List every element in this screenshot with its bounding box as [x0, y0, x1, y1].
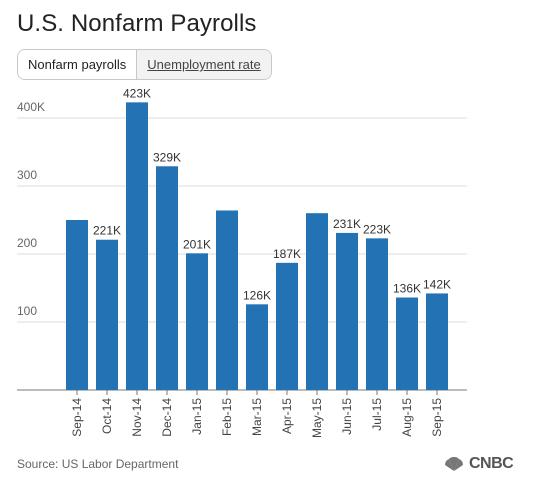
- x-tick-label: Jan-15: [190, 398, 204, 435]
- data-label: 223K: [363, 222, 391, 236]
- y-tick-label: 300: [17, 168, 37, 182]
- source-note: Source: US Labor Department: [17, 457, 179, 471]
- x-tick-label: Apr-15: [280, 398, 294, 434]
- data-label: 126K: [243, 288, 271, 302]
- bar: [396, 297, 418, 390]
- bar: [336, 232, 358, 390]
- bar: [366, 238, 388, 390]
- tab-nonfarm-payrolls[interactable]: Nonfarm payrolls: [18, 50, 137, 79]
- x-tick-label: Aug-15: [400, 398, 414, 437]
- x-tick-label: Sep-15: [430, 398, 444, 437]
- data-label: 136K: [393, 282, 421, 296]
- bar: [426, 293, 448, 390]
- bar: [186, 253, 208, 390]
- cnbc-wordmark: CNBC: [469, 455, 514, 472]
- x-tick-label: Feb-15: [220, 398, 234, 436]
- y-tick-label: 100: [17, 304, 37, 318]
- bar: [306, 213, 328, 390]
- bar: [246, 304, 268, 390]
- bar: [216, 210, 238, 390]
- x-tick-label: Oct-14: [100, 398, 114, 434]
- bar: [276, 262, 298, 390]
- x-tick-label: Mar-15: [250, 398, 264, 436]
- data-label: 423K: [123, 86, 151, 100]
- x-tick-label: Nov-14: [130, 398, 144, 437]
- data-label: 201K: [183, 237, 211, 251]
- peacock-icon: [444, 456, 464, 471]
- chart-title: U.S. Nonfarm Payrolls: [17, 10, 257, 37]
- data-label: 231K: [333, 217, 361, 231]
- y-tick-label: 400K: [17, 100, 45, 114]
- x-tick-label: Sep-14: [70, 398, 84, 437]
- x-tick-label: Jul-15: [370, 398, 384, 431]
- data-label: 329K: [153, 150, 181, 164]
- data-label: 142K: [423, 277, 451, 291]
- bar: [66, 220, 88, 390]
- x-tick-label: May-15: [310, 398, 324, 438]
- bar: [126, 102, 148, 391]
- tab-unemployment-rate[interactable]: Unemployment rate: [136, 50, 271, 79]
- y-tick-label: 200: [17, 236, 37, 250]
- cnbc-logo: CNBC: [442, 455, 514, 473]
- chart-tabs: Nonfarm payrolls Unemployment rate: [17, 49, 272, 80]
- data-label: 187K: [273, 247, 301, 261]
- bar: [156, 166, 178, 390]
- bar: [96, 239, 118, 390]
- x-tick-label: Jun-15: [340, 398, 354, 435]
- x-tick-label: Dec-14: [160, 398, 174, 437]
- data-label: 221K: [93, 224, 121, 238]
